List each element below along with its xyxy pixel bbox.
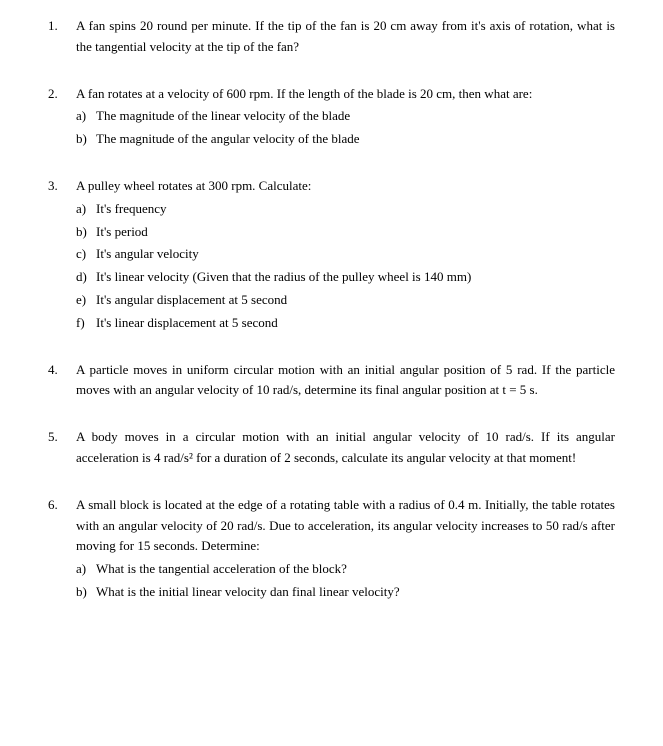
problem-item: 2.A fan rotates at a velocity of 600 rpm… xyxy=(48,84,615,150)
sub-item: e)It's angular displacement at 5 second xyxy=(76,290,615,311)
sub-item: f)It's linear displacement at 5 second xyxy=(76,313,615,334)
problem-body: A fan rotates at a velocity of 600 rpm. … xyxy=(76,84,615,150)
problem-number: 5. xyxy=(48,427,76,469)
problem-body: A fan spins 20 round per minute. If the … xyxy=(76,16,615,58)
problem-text: A particle moves in uniform circular mot… xyxy=(76,360,615,402)
sub-text: It's angular velocity xyxy=(96,244,615,265)
sub-item: d)It's linear velocity (Given that the r… xyxy=(76,267,615,288)
sub-label: b) xyxy=(76,582,96,603)
problem-body: A small block is located at the edge of … xyxy=(76,495,615,603)
sub-list: a)The magnitude of the linear velocity o… xyxy=(76,106,615,150)
sub-label: b) xyxy=(76,129,96,150)
problem-number: 3. xyxy=(48,176,76,334)
problem-item: 4.A particle moves in uniform circular m… xyxy=(48,360,615,402)
sub-text: It's frequency xyxy=(96,199,615,220)
sub-item: b)What is the initial linear velocity da… xyxy=(76,582,615,603)
problem-body: A body moves in a circular motion with a… xyxy=(76,427,615,469)
sub-label: a) xyxy=(76,199,96,220)
problem-item: 5.A body moves in a circular motion with… xyxy=(48,427,615,469)
sub-list: a)It's frequencyb)It's periodc)It's angu… xyxy=(76,199,615,334)
problem-text: A fan rotates at a velocity of 600 rpm. … xyxy=(76,84,615,105)
problem-number: 1. xyxy=(48,16,76,58)
sub-label: c) xyxy=(76,244,96,265)
problem-item: 3.A pulley wheel rotates at 300 rpm. Cal… xyxy=(48,176,615,334)
sub-item: a)It's frequency xyxy=(76,199,615,220)
problem-body: A particle moves in uniform circular mot… xyxy=(76,360,615,402)
problem-text: A body moves in a circular motion with a… xyxy=(76,427,615,469)
sub-label: f) xyxy=(76,313,96,334)
sub-text: It's angular displacement at 5 second xyxy=(96,290,615,311)
problem-number: 6. xyxy=(48,495,76,603)
sub-item: a)What is the tangential acceleration of… xyxy=(76,559,615,580)
sub-text: It's period xyxy=(96,222,615,243)
problem-text: A fan spins 20 round per minute. If the … xyxy=(76,16,615,58)
sub-text: The magnitude of the linear velocity of … xyxy=(96,106,615,127)
sub-item: c)It's angular velocity xyxy=(76,244,615,265)
sub-item: b)It's period xyxy=(76,222,615,243)
problem-item: 1.A fan spins 20 round per minute. If th… xyxy=(48,16,615,58)
sub-label: b) xyxy=(76,222,96,243)
sub-text: It's linear velocity (Given that the rad… xyxy=(96,267,615,288)
sub-label: a) xyxy=(76,559,96,580)
sub-item: a)The magnitude of the linear velocity o… xyxy=(76,106,615,127)
sub-label: e) xyxy=(76,290,96,311)
sub-text: It's linear displacement at 5 second xyxy=(96,313,615,334)
sub-text: What is the tangential acceleration of t… xyxy=(96,559,615,580)
problem-number: 4. xyxy=(48,360,76,402)
problem-text: A small block is located at the edge of … xyxy=(76,495,615,557)
problem-number: 2. xyxy=(48,84,76,150)
problem-list: 1.A fan spins 20 round per minute. If th… xyxy=(48,16,615,603)
sub-text: The magnitude of the angular velocity of… xyxy=(96,129,615,150)
sub-text: What is the initial linear velocity dan … xyxy=(96,582,615,603)
problem-body: A pulley wheel rotates at 300 rpm. Calcu… xyxy=(76,176,615,334)
sub-list: a)What is the tangential acceleration of… xyxy=(76,559,615,603)
sub-item: b)The magnitude of the angular velocity … xyxy=(76,129,615,150)
problem-text: A pulley wheel rotates at 300 rpm. Calcu… xyxy=(76,176,615,197)
problem-item: 6.A small block is located at the edge o… xyxy=(48,495,615,603)
sub-label: a) xyxy=(76,106,96,127)
sub-label: d) xyxy=(76,267,96,288)
